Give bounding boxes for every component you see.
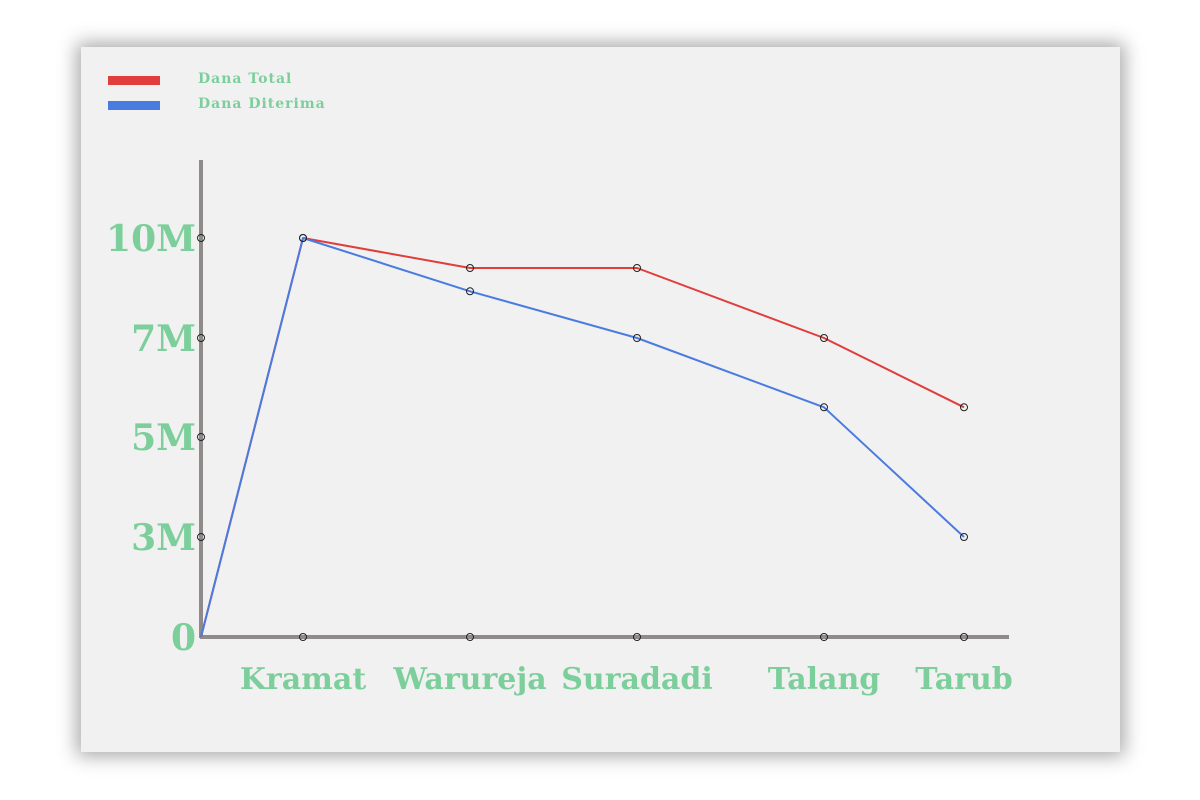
legend-label-dana-total: Dana Total [198,71,293,87]
y-tick-label: 3M [131,517,196,559]
x-tick-labels: Kramat Warureja Suradadi Talang Tarub [240,662,1013,697]
y-tick-label: 7M [131,318,196,360]
line-chart: 0 3M 5M 7M 10M Kramat Warureja Suradadi Talang T… [106,160,1013,697]
data-point-dana-total [633,264,641,272]
x-tick-label: Suradadi [561,662,713,697]
x-tick-marker [299,633,307,641]
x-tick-marker [960,633,968,641]
data-point-dana-total [820,334,828,342]
data-point-dana-total [466,264,474,272]
y-tick-marker [197,334,205,342]
series-line-dana-diterima [200,237,965,638]
data-point-dana-diterima [960,533,968,541]
x-tick-marker [820,633,828,641]
data-point-dana-diterima [633,334,641,342]
x-tick-label: Warureja [392,662,546,697]
legend-item-dana-total: Dana Total [108,71,368,91]
x-tick-label: Talang [768,662,881,697]
x-tick-marker [466,633,474,641]
y-tick-label: 0 [171,617,196,659]
chart-card: Dana Total Dana Diterima 0 3M 5M 7M 10M Kram… [81,47,1120,752]
y-tick-label: 5M [131,417,196,459]
data-point-dana-total [960,403,968,412]
data-point-dana-diterima [299,234,307,242]
series-lines [200,237,965,638]
series-line-dana-total [200,237,965,638]
y-tick-label: 10M [106,218,196,260]
data-point-dana-diterima [466,287,474,296]
x-tick-label: Tarub [915,662,1013,697]
x-tick-marker [633,633,641,641]
data-point-dana-diterima [820,403,828,412]
axes [199,160,1009,639]
legend-swatch-dana-diterima [108,101,160,110]
y-tick-marker [197,533,205,541]
y-tick-marker [197,234,205,242]
y-tick-labels: 0 3M 5M 7M 10M [106,218,196,659]
legend-label-dana-diterima: Dana Diterima [198,96,326,112]
legend-item-dana-diterima: Dana Diterima [108,96,368,116]
x-tick-label: Kramat [240,662,367,697]
data-points [197,234,968,641]
y-tick-marker [197,433,205,441]
legend-swatch-dana-total [108,76,160,85]
